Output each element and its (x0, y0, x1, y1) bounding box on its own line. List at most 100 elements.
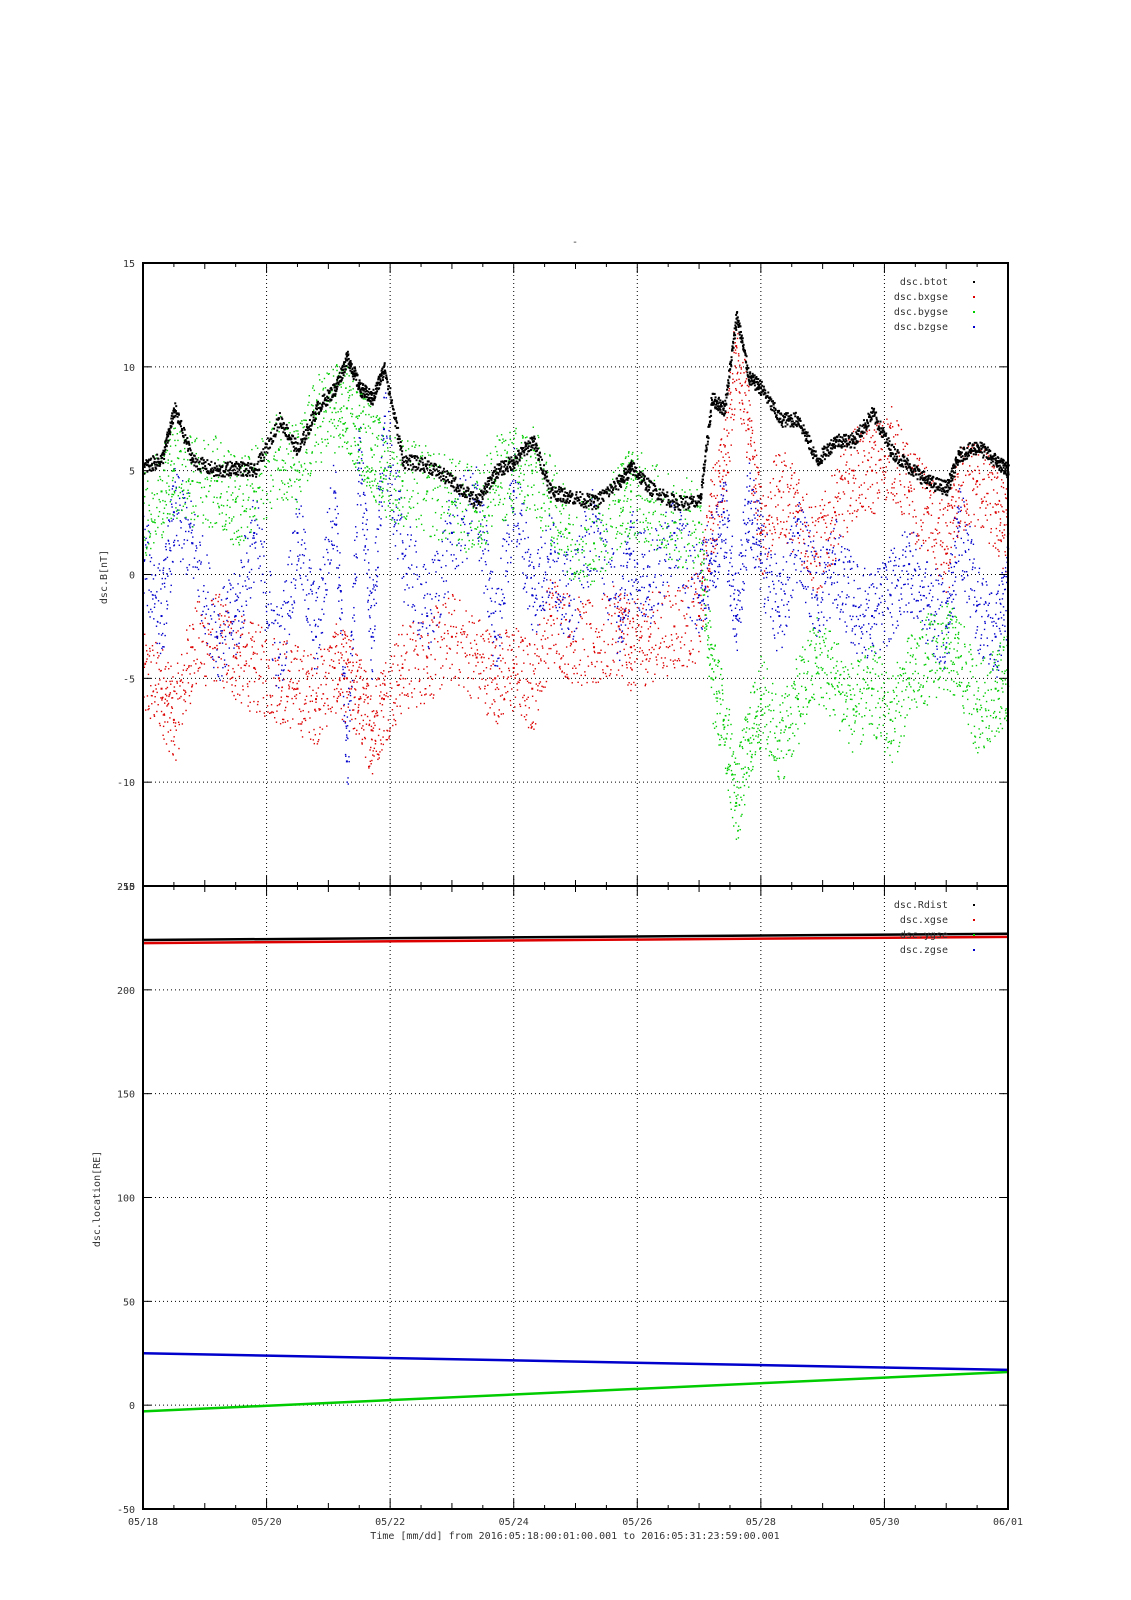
data-point (591, 663, 593, 666)
data-point (750, 439, 752, 442)
data-point (457, 677, 460, 679)
data-point (766, 533, 768, 536)
data-point (931, 502, 934, 505)
data-point (719, 565, 721, 568)
data-point (372, 584, 375, 586)
data-point (491, 703, 493, 705)
data-point (723, 557, 726, 560)
data-point (702, 609, 704, 612)
data-point (331, 543, 333, 545)
data-point (593, 646, 596, 649)
data-point (569, 619, 571, 621)
data-point (868, 452, 870, 454)
data-point (164, 693, 167, 696)
data-point (719, 480, 721, 482)
data-point (419, 637, 421, 640)
data-point (397, 475, 399, 477)
data-point (428, 647, 430, 649)
data-point (241, 615, 243, 618)
data-point (415, 706, 418, 708)
data-point (366, 685, 368, 687)
data-point (770, 554, 772, 556)
data-point (575, 553, 577, 555)
data-point (837, 495, 839, 498)
data-point (771, 608, 774, 610)
data-point (720, 547, 722, 550)
data-point (731, 429, 733, 431)
data-point (367, 683, 369, 685)
data-point (186, 566, 188, 569)
data-point (712, 522, 715, 525)
data-point (869, 486, 872, 488)
data-point (844, 478, 846, 480)
data-point (782, 583, 784, 586)
data-point (364, 756, 367, 758)
data-point (783, 521, 785, 523)
data-point (771, 580, 774, 583)
data-point (579, 611, 581, 613)
data-point (533, 601, 536, 604)
data-point (164, 545, 167, 548)
data-point (167, 575, 169, 577)
data-point (326, 511, 329, 514)
data-point (741, 384, 743, 387)
data-point (503, 597, 506, 599)
data-point (442, 580, 445, 583)
data-point (820, 516, 823, 519)
data-point (846, 526, 848, 529)
data-point (867, 488, 869, 490)
data-point (685, 625, 687, 627)
data-point (722, 508, 725, 510)
data-point (740, 552, 743, 554)
data-point (368, 615, 371, 617)
data-point (375, 750, 378, 753)
data-point (371, 739, 373, 741)
data-point (219, 624, 222, 626)
data-point (606, 665, 608, 667)
data-point (229, 621, 232, 623)
data-point (454, 598, 456, 600)
data-point (521, 670, 523, 672)
data-point (753, 456, 756, 458)
data-point (428, 642, 430, 644)
data-point (625, 553, 627, 555)
data-point (747, 424, 749, 426)
data-point (447, 632, 449, 635)
data-point (343, 631, 346, 633)
data-point (318, 586, 321, 588)
data-point (506, 635, 508, 638)
data-point (341, 643, 343, 645)
data-point (366, 696, 369, 699)
data-point (829, 577, 832, 579)
data-point (335, 524, 337, 526)
data-point (253, 531, 256, 534)
data-point (440, 566, 443, 569)
data-point (875, 463, 877, 466)
data-point (446, 630, 449, 632)
data-point (169, 680, 171, 683)
data-point (640, 532, 642, 535)
data-point (456, 644, 459, 646)
data-point (615, 630, 618, 632)
data-point (493, 612, 495, 614)
data-point (494, 601, 496, 603)
data-point (310, 631, 313, 633)
data-point (763, 529, 765, 532)
data-point (625, 607, 627, 610)
data-point (391, 483, 393, 486)
data-point (150, 591, 152, 593)
data-point (474, 500, 476, 503)
data-point (757, 527, 760, 529)
data-point (477, 620, 480, 622)
data-point (487, 543, 489, 546)
data-point (316, 672, 318, 675)
data-point (777, 632, 779, 634)
data-point (841, 478, 843, 480)
data-point (759, 497, 762, 500)
data-point (878, 489, 880, 491)
data-point (243, 614, 245, 616)
data-point (293, 578, 295, 580)
data-point (158, 563, 160, 565)
data-point (526, 577, 528, 579)
